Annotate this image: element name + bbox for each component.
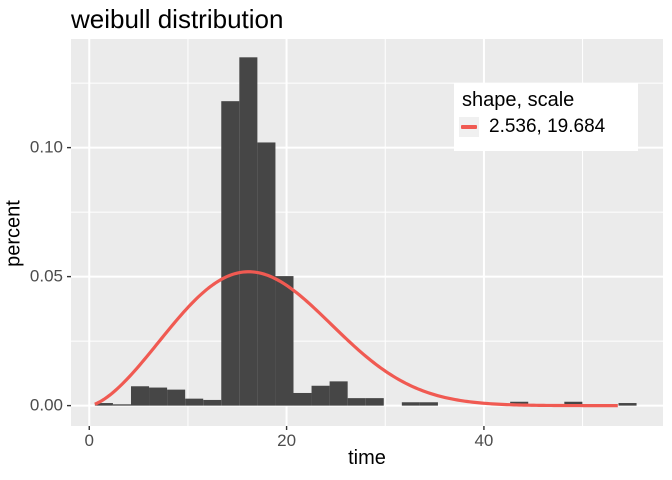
chart-title: weibull distribution xyxy=(71,4,284,34)
histogram-bar xyxy=(221,101,240,406)
histogram-bar xyxy=(239,57,258,406)
legend-key-line-icon xyxy=(461,125,477,129)
histogram-bar xyxy=(419,402,438,406)
histogram-bar xyxy=(185,398,204,406)
x-tick-label: 40 xyxy=(474,431,494,450)
histogram-bar xyxy=(203,399,222,406)
density-curve xyxy=(94,270,618,408)
histogram-bar xyxy=(564,401,583,406)
y-tick-label: 0.10 xyxy=(29,137,63,157)
histogram-bar xyxy=(130,386,150,406)
legend-title: shape, scale xyxy=(462,89,575,111)
histogram-bar xyxy=(401,402,420,406)
histogram-bar xyxy=(112,404,131,406)
legend-entry-label: 2.536, 19.684 xyxy=(489,116,606,137)
histogram-bar xyxy=(293,392,312,406)
legend-entry: 2.536, 19.684 xyxy=(454,116,638,138)
histogram-bar xyxy=(275,276,294,406)
histogram-bar xyxy=(347,398,366,406)
histogram-bar xyxy=(311,385,330,406)
y-tick-label: 0.05 xyxy=(29,266,63,286)
x-tick-label: 20 xyxy=(277,431,297,450)
histogram-bar xyxy=(329,381,348,406)
histogram-bar xyxy=(365,398,384,406)
histogram-bar xyxy=(167,389,186,406)
histogram-bar xyxy=(94,403,113,406)
legend: shape, scale 2.536, 19.684 xyxy=(454,83,638,151)
x-axis-title: time xyxy=(348,447,386,469)
y-tick-label: 0.00 xyxy=(29,395,63,415)
histogram-bar xyxy=(618,403,637,406)
histogram-bar xyxy=(149,387,168,406)
x-tick-label: 0 xyxy=(84,431,94,450)
legend-key xyxy=(459,117,479,137)
